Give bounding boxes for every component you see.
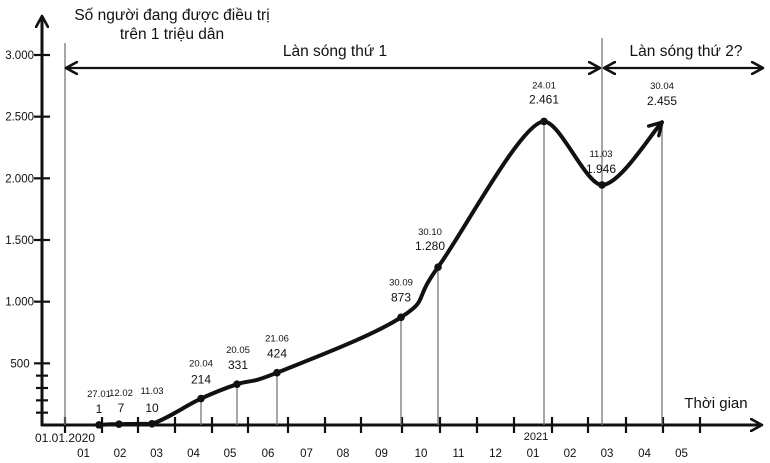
- x-ticks: 01 02 03 04 05 06 07 08 09 10 11 12 01 02 03 04 05: [63, 417, 702, 460]
- x-month-label: 04: [187, 448, 200, 460]
- x-year-marker: 2021: [524, 431, 548, 443]
- data-point: [434, 263, 442, 271]
- point-date-label: 11.03: [140, 386, 163, 397]
- point-value-label: 7: [118, 401, 125, 415]
- y-axis-title-line-1: Số người đang được điều trị: [74, 7, 270, 24]
- point-value-label: 424: [267, 347, 287, 361]
- y-tick-label: 2.500: [5, 112, 34, 124]
- point-date-label: 30.04: [650, 81, 674, 92]
- data-point: [397, 313, 405, 322]
- point-date-label: 12.02: [109, 388, 133, 399]
- x-start-label: 01.01.2020: [35, 431, 95, 445]
- data-labels: 27.01 1 12.02 7 11.03 10 20.04 214 20.05 331 21.06…: [87, 80, 677, 415]
- y-tick-label: 1.000: [5, 297, 34, 309]
- point-date-label: 20.04: [189, 359, 213, 370]
- x-month-label: 11: [453, 448, 465, 460]
- y-tick-label: 2.000: [5, 173, 34, 185]
- point-date-label: 27.01: [87, 389, 111, 400]
- x-month-label: 04: [638, 448, 651, 460]
- point-value-label: 214: [191, 373, 211, 387]
- point-date-label: 11.03: [589, 149, 612, 160]
- data-point: [273, 368, 281, 377]
- point-value-label: 2.461: [529, 92, 559, 106]
- point-value-label: 2.455: [647, 94, 677, 108]
- x-month-label: 06: [262, 448, 275, 460]
- y-axis-title-line-2: trên 1 triệu dân: [119, 26, 225, 43]
- x-month-label: 05: [675, 448, 688, 460]
- x-month-label: 02: [114, 448, 127, 460]
- x-month-label: 03: [601, 448, 614, 460]
- data-curve: [97, 119, 664, 427]
- point-date-label: 21.06: [265, 334, 289, 345]
- data-point: [115, 420, 123, 428]
- point-value-label: 10: [145, 401, 159, 415]
- x-month-label: 03: [150, 448, 163, 460]
- wave-2-label: Làn sóng thứ 2?: [630, 43, 743, 60]
- x-month-label: 01: [77, 448, 90, 460]
- x-month-label: 09: [375, 448, 388, 460]
- data-point: [148, 419, 156, 428]
- data-point: [95, 421, 103, 429]
- x-month-label: 12: [489, 448, 502, 460]
- y-axis-title: Số người đang được điều trị trên 1 triệu…: [62, 6, 282, 44]
- point-value-label: 1.280: [415, 239, 445, 253]
- point-value-label: 1.946: [586, 162, 616, 176]
- point-value-label: 1: [96, 402, 103, 416]
- drop-lines: [200, 121, 663, 425]
- wave-1-label: Làn sóng thứ 1: [283, 43, 387, 60]
- wave-annotations: Làn sóng thứ 1 Làn sóng thứ 2?: [64, 38, 763, 425]
- x-axis-title: Thời gian: [684, 395, 747, 412]
- x-month-label: 01: [527, 448, 540, 460]
- point-value-label: 331: [228, 358, 248, 372]
- y-ticks: 500 1.000 1.500 2.000 2.500 3.000: [5, 50, 50, 414]
- point-date-label: 20.05: [226, 345, 250, 356]
- point-date-label: 30.10: [418, 227, 442, 238]
- y-tick-label: 500: [10, 358, 29, 370]
- data-point: [197, 394, 205, 403]
- x-month-label: 08: [337, 448, 350, 460]
- data-point: [598, 181, 606, 189]
- data-point: [233, 380, 241, 388]
- x-month-label: 07: [300, 448, 313, 460]
- y-tick-label: 3.000: [5, 50, 34, 62]
- x-month-label: 02: [564, 448, 577, 460]
- data-points: [95, 117, 606, 429]
- y-tick-label: 1.500: [5, 235, 34, 247]
- point-date-label: 24.01: [532, 80, 556, 91]
- x-month-label: 10: [415, 448, 428, 460]
- x-month-label: 05: [224, 448, 237, 460]
- point-value-label: 873: [391, 290, 411, 304]
- data-point: [540, 117, 548, 126]
- point-date-label: 30.09: [389, 277, 413, 288]
